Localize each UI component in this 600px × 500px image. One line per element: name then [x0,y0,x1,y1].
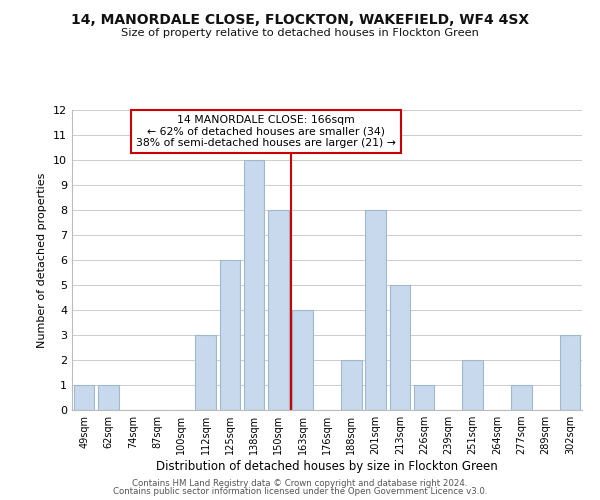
Text: 14 MANORDALE CLOSE: 166sqm
← 62% of detached houses are smaller (34)
38% of semi: 14 MANORDALE CLOSE: 166sqm ← 62% of deta… [136,115,396,148]
Bar [463,360,483,410]
Text: Size of property relative to detached houses in Flockton Green: Size of property relative to detached ho… [121,28,479,38]
Bar [268,210,289,410]
Bar [365,210,386,410]
Bar [220,260,240,410]
Bar [414,385,434,410]
X-axis label: Distribution of detached houses by size in Flockton Green: Distribution of detached houses by size … [156,460,498,473]
Text: Contains HM Land Registry data © Crown copyright and database right 2024.: Contains HM Land Registry data © Crown c… [132,478,468,488]
Bar [560,335,580,410]
Bar [341,360,362,410]
Bar [511,385,532,410]
Bar [98,385,119,410]
Bar [292,310,313,410]
Bar [389,285,410,410]
Bar [195,335,216,410]
Bar [74,385,94,410]
Text: Contains public sector information licensed under the Open Government Licence v3: Contains public sector information licen… [113,487,487,496]
Text: 14, MANORDALE CLOSE, FLOCKTON, WAKEFIELD, WF4 4SX: 14, MANORDALE CLOSE, FLOCKTON, WAKEFIELD… [71,12,529,26]
Y-axis label: Number of detached properties: Number of detached properties [37,172,47,348]
Bar [244,160,265,410]
